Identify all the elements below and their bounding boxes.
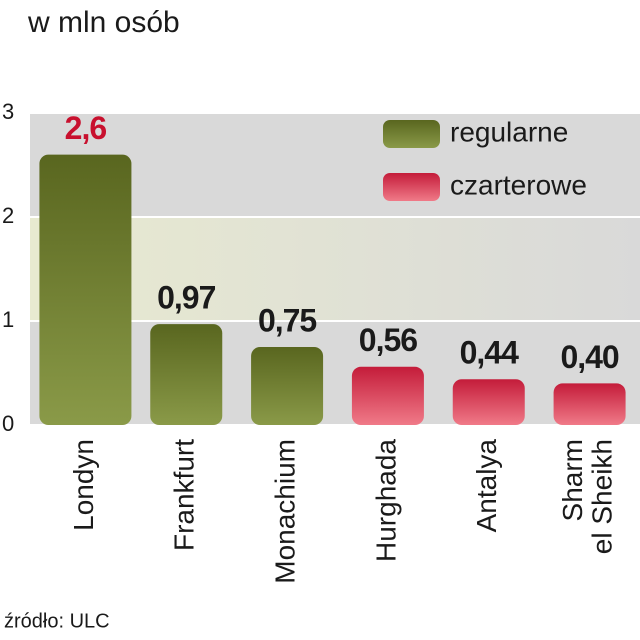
- plot-band: [30, 217, 640, 321]
- x-tick-label: Londyn: [68, 439, 99, 531]
- y-tick-label: 3: [2, 99, 14, 124]
- y-tick-label: 0: [2, 411, 14, 436]
- x-tick-label: Frankfurt: [169, 439, 200, 551]
- x-tick-label: Antalya: [471, 439, 502, 533]
- bar: [351, 366, 424, 425]
- legend-label: regularne: [450, 116, 568, 147]
- legend-swatch: [383, 173, 440, 201]
- y-tick-label: 2: [2, 203, 14, 228]
- bar: [553, 383, 626, 425]
- bar: [39, 154, 132, 425]
- x-tick-label: Sharmel Sheikh: [557, 439, 617, 554]
- source: źródło: ULC: [4, 610, 110, 632]
- x-tick-label: Hurghada: [370, 439, 401, 562]
- bar: [452, 379, 525, 425]
- value-label: 0,44: [460, 335, 519, 371]
- value-label: 0,56: [359, 322, 417, 358]
- legend-label: czarterowe: [450, 169, 587, 200]
- value-label: 0,75: [258, 302, 316, 338]
- chart-title: w mln osób: [27, 6, 180, 39]
- x-tick-label: Monachium: [269, 439, 300, 584]
- value-label: 0,97: [157, 280, 215, 316]
- value-label: 2,6: [65, 110, 107, 146]
- bar: [251, 347, 324, 425]
- y-tick-label: 1: [2, 307, 14, 332]
- bar: [150, 324, 223, 425]
- value-label: 0,40: [560, 339, 618, 375]
- legend-swatch: [383, 120, 440, 148]
